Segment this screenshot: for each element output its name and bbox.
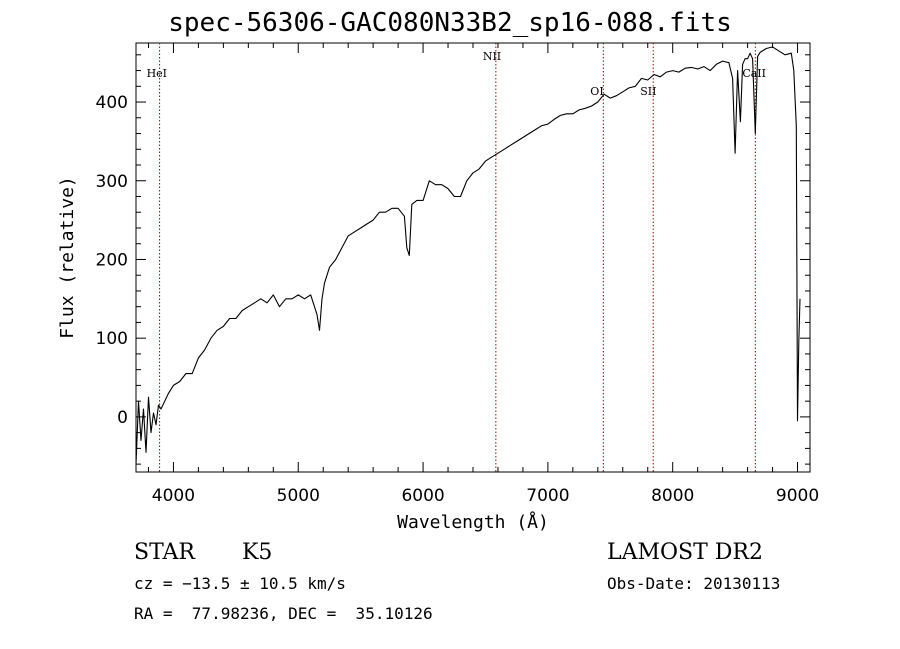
y-tick-label: 200: [96, 250, 128, 270]
object-subclass: K5: [242, 540, 273, 565]
y-tick-label: 100: [96, 329, 128, 349]
object-class: STAR: [134, 540, 195, 565]
survey-label: LAMOST DR2: [607, 540, 763, 565]
plot-frame: [135, 42, 811, 473]
spectrum-line: [135, 46, 801, 465]
chart-title: spec-56306-GAC080N33B2_sp16-088.fits: [168, 8, 732, 38]
line-label-sii: SII: [640, 85, 656, 98]
line-label-nii: NII: [483, 50, 501, 63]
x-axis-label: Wavelength (Å): [397, 511, 549, 533]
y-tick-label: 0: [117, 408, 128, 428]
y-axis-label: Flux (relative): [57, 176, 78, 339]
x-tick-label: 6000: [401, 486, 444, 506]
redshift-readout: cz = −13.5 ± 10.5 km/s: [134, 574, 346, 593]
line-label-oi: OI: [590, 85, 603, 98]
line-label-caii: CaII: [742, 67, 766, 80]
x-tick-label: 4000: [152, 486, 195, 506]
coordinates-readout: RA = 77.98236, DEC = 35.10126: [134, 604, 433, 623]
x-tick-label: 5000: [277, 486, 320, 506]
y-tick-label: 400: [96, 93, 128, 113]
x-tick-label: 9000: [776, 486, 819, 506]
x-tick-label: 7000: [526, 486, 569, 506]
obs-date: Obs-Date: 20130113: [607, 574, 781, 593]
y-tick-label: 300: [96, 172, 128, 192]
x-tick-label: 8000: [651, 486, 694, 506]
line-label-hei: HeI: [147, 67, 167, 80]
